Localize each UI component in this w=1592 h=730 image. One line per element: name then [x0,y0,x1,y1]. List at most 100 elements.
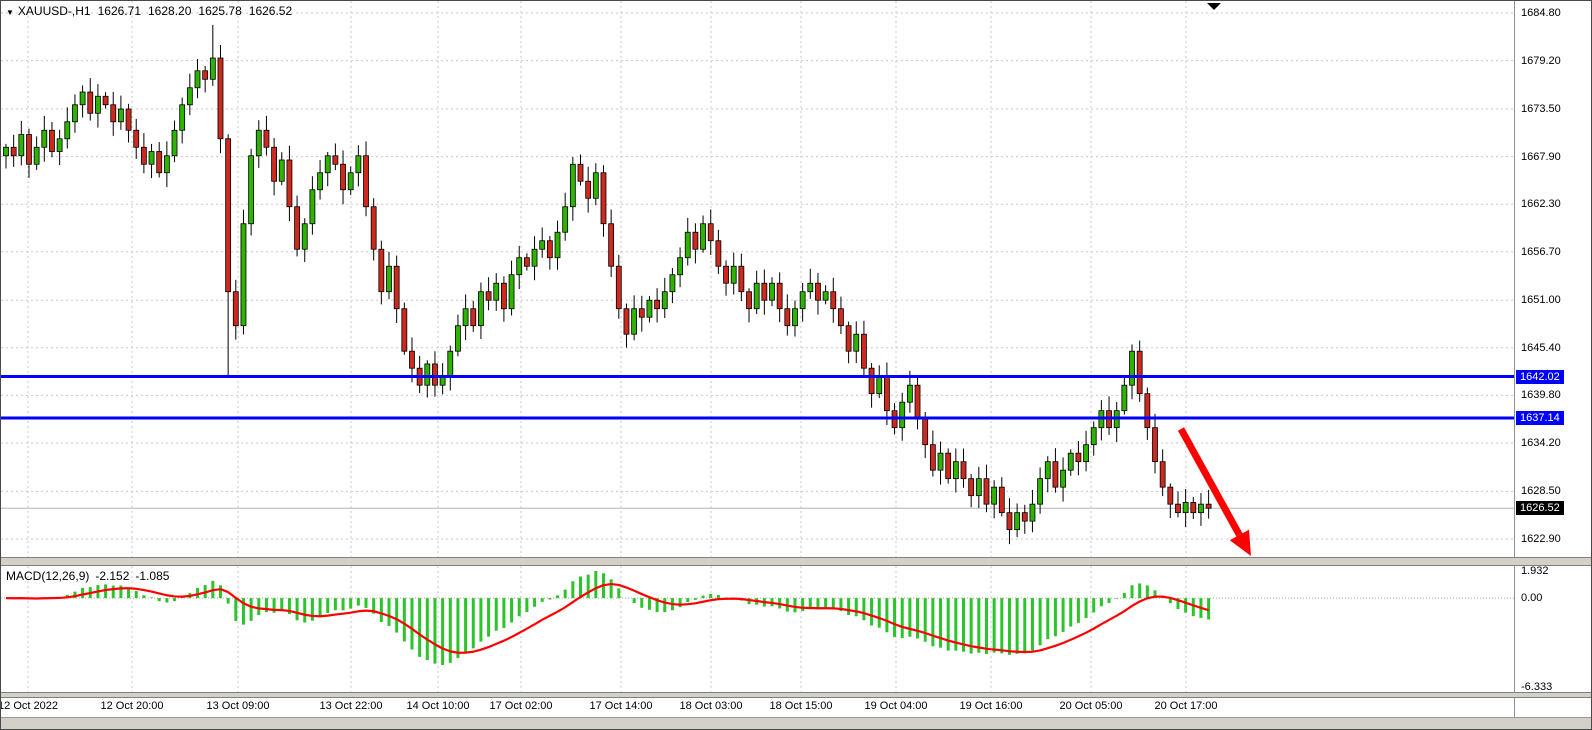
candle-bear [830,291,837,310]
candle-bear [738,265,745,293]
candle-bear [715,240,722,267]
time-axis-splitter[interactable] [1,692,1591,698]
ohlc-close: 1626.52 [248,4,293,18]
candle-bear [294,206,300,250]
panel-splitter[interactable] [1,557,1591,566]
candle-bull [64,121,71,140]
candle-bear [1205,503,1212,509]
candle-bear [929,444,936,471]
candle-bull [118,108,124,123]
candle-bull [677,257,683,276]
price-axis-label: 1645.40 [1521,341,1561,354]
time-tick-label: 17 Oct 02:00 [489,700,553,712]
time-tick-label: 14 Oct 10:00 [406,700,470,712]
hline-price-tag[interactable]: 1642.02 [1516,369,1564,384]
candle-bear [263,129,270,148]
candle-bull [72,104,78,123]
candle-bull [853,333,860,352]
chart-shift-marker-icon[interactable] [1207,3,1221,10]
time-tick-label: 19 Oct 16:00 [959,700,1023,712]
candle-bear [838,308,844,327]
macd-axis-label: -6.333 [1521,681,1553,693]
candle-bull [822,291,829,301]
candle-bear [1052,461,1059,488]
candle-bear [692,231,699,250]
arrow-head [1229,529,1251,556]
candle-bear [1167,486,1174,505]
ohlc-high: 1628.20 [148,4,192,18]
candle-bear [998,486,1005,514]
price-axis-label: 1684.80 [1521,7,1561,19]
candle-bull [975,478,982,497]
candle-bull [41,129,48,148]
candle-bear [868,367,875,395]
candle-bear [1075,452,1082,463]
candle-bull [730,265,737,284]
time-tick-label: 13 Oct 22:00 [319,700,383,712]
candle-bull [1029,503,1036,522]
candle-bull [240,223,247,327]
candle-bull [684,231,691,259]
macd-name: MACD(12,26,9) [6,569,90,583]
candle-bear [638,308,645,318]
candle-bull [447,350,454,378]
price-axis-label: 1622.90 [1521,533,1561,545]
candle-bear [401,308,408,352]
time-axis[interactable]: 12 Oct 2022 12 Oct 20:00 13 Oct 09:00 13 Oc… [1,698,1514,717]
candle-bear [500,282,507,310]
macd-value: -2.152 [95,569,130,583]
candle-bull [18,134,25,157]
time-tick-label: 20 Oct 05:00 [1059,700,1123,712]
candle-bear [723,265,729,284]
candle-bull [179,104,186,131]
candle-bull [1182,502,1189,514]
price-axis-label: 1667.90 [1521,150,1561,163]
candle-bear [49,129,55,152]
candle-bear [884,376,890,412]
candle-bull [1121,384,1128,412]
hline-price-tag[interactable]: 1637.14 [1516,410,1564,425]
candle-bear [654,299,660,310]
macd-chart[interactable] [1,566,1514,692]
candle-bull [1014,512,1021,531]
candle-bear [363,155,369,208]
candle-bull [569,163,576,208]
macd-panel[interactable]: MACD(12,26,9) -2.152 -1.085 [1,566,1514,692]
candle-bull [906,384,913,403]
candle-bull [1067,452,1074,471]
candle-bear [409,350,415,369]
candle-bull [807,282,814,293]
candle-bear [378,248,385,293]
expand-icon[interactable]: ▼ [6,8,14,17]
candle-bull [309,189,316,225]
candlestick-chart[interactable] [1,1,1514,557]
candle-bear [1136,350,1143,395]
candle-bear [87,91,94,114]
macd-axis-label: 0.00 [1521,592,1543,605]
price-axis-label: 1639.80 [1521,389,1561,402]
candle-bull [347,172,354,191]
candle-bull [531,248,538,267]
candle-bear [1144,393,1151,429]
ohlc-low: 1625.78 [198,4,242,18]
symbol-period-label: XAUUSD-,H1 [17,4,91,18]
price-axis[interactable]: 1684.80 1679.20 1673.50 1667.90 1662.30 1656.… [1514,1,1591,717]
candle-bull [1129,350,1135,386]
candle-bear [225,138,232,293]
candle-bull [991,486,998,505]
candle-bull [769,282,775,301]
candle-bull [1060,469,1066,488]
candle-bear [707,223,714,242]
macd-signal-value: -1.085 [135,569,170,583]
candle-bull [876,376,883,395]
candle-bull [516,257,523,276]
candle-bear [26,134,32,165]
candle-bull [592,172,599,199]
candle-bull [539,240,546,250]
trend-arrow-annotation[interactable] [1177,427,1251,556]
candle-bull [386,265,392,293]
candle-bull [278,159,285,182]
chart-area[interactable]: ▼ XAUUSD-,H1 1626.71 1628.20 1625.78 1626.52 [1,1,1514,557]
candle-bull [455,325,461,352]
